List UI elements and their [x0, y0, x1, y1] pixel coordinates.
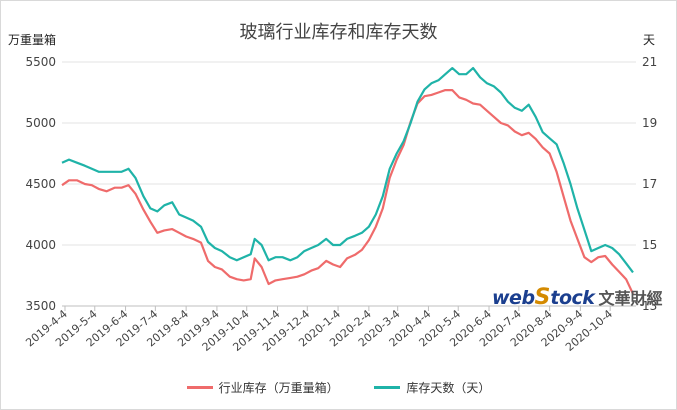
y-right-tick-label: 15 [642, 238, 657, 252]
legend-item-days: 库存天数（天） [374, 379, 490, 396]
logo-text-stock: tock [550, 287, 595, 309]
chart-title: 玻璃行业库存和库存天数 [239, 22, 438, 43]
legend-label-inventory: 行业库存（万重量箱） [218, 381, 339, 395]
series-line-days [61, 67, 634, 274]
chart-legend: 行业库存（万重量箱） 库存天数（天） [0, 378, 677, 396]
right-axis-ticks: 13 15 17 19 21 [642, 55, 657, 313]
y-left-tick-label: 5500 [25, 55, 56, 69]
series-line-inventory [61, 89, 634, 295]
y-right-tick-label: 17 [642, 177, 657, 191]
legend-item-inventory: 行业库存（万重量箱） [186, 379, 339, 396]
y-left-tick-label: 4500 [25, 177, 56, 191]
y-right-tick-label: 19 [642, 116, 657, 130]
logo-text-s: S [534, 285, 551, 310]
y-left-tick-label: 3500 [25, 299, 56, 313]
left-axis-unit-label: 万重量箱 [8, 33, 57, 47]
y-left-tick-label: 5000 [25, 116, 56, 130]
y-left-tick-label: 4000 [25, 238, 56, 252]
right-axis-unit-label: 天 [643, 33, 656, 47]
legend-swatch-inventory [186, 386, 213, 389]
logo-text-web: web [492, 287, 535, 309]
logo-text-chinese: 文華財經 [598, 289, 663, 308]
webstock-watermark-logo: webStock 文華財經 [492, 285, 662, 313]
left-axis-ticks: 3500 4000 4500 5000 5500 [25, 55, 56, 313]
y-right-tick-label: 21 [642, 55, 657, 69]
legend-swatch-days [374, 386, 401, 389]
series-lines [61, 67, 634, 295]
y-right-tick-label: 13 [642, 299, 657, 313]
legend-label-days: 库存天数（天） [406, 381, 491, 395]
grid-lines [62, 61, 636, 307]
x-axis-ticks: 2019-4-42019-5-42019-6-42019-7-42019-8-4… [23, 306, 615, 354]
